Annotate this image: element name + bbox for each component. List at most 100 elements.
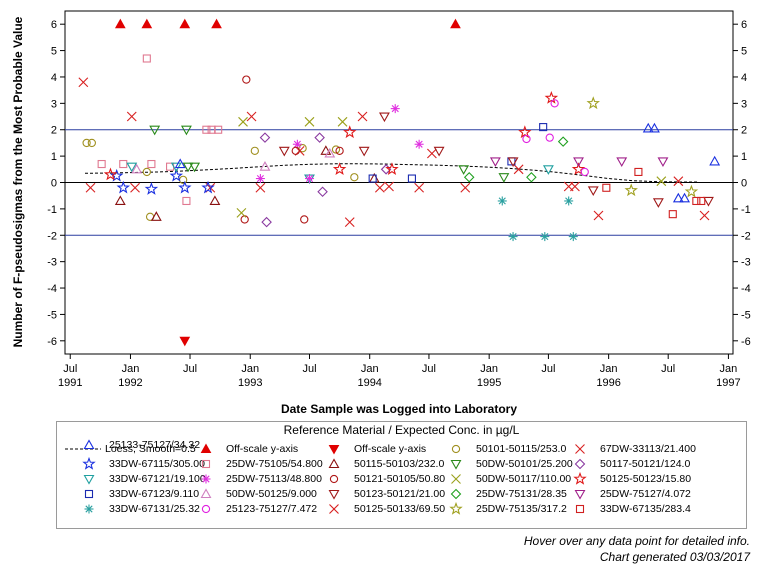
data-point[interactable] (463, 171, 475, 183)
data-point[interactable] (624, 183, 638, 197)
data-point[interactable] (508, 232, 518, 242)
data-point[interactable] (201, 180, 215, 194)
data-point[interactable] (385, 162, 399, 176)
data-point[interactable] (540, 232, 550, 242)
data-point[interactable] (518, 125, 532, 139)
data-point[interactable] (684, 184, 699, 198)
data-point[interactable] (679, 192, 691, 203)
data-point[interactable] (150, 211, 162, 221)
data-point[interactable] (255, 174, 265, 184)
data-point[interactable] (214, 125, 223, 134)
data-point[interactable] (179, 336, 191, 347)
data-point[interactable] (314, 132, 325, 143)
data-point[interactable] (259, 132, 271, 143)
data-point[interactable] (335, 146, 344, 155)
data-point[interactable] (331, 145, 341, 154)
data-point[interactable] (427, 148, 437, 159)
data-point[interactable] (384, 181, 394, 192)
data-point[interactable] (657, 157, 669, 168)
data-point[interactable] (544, 90, 559, 104)
data-point[interactable] (550, 99, 559, 108)
data-point[interactable] (202, 125, 211, 134)
data-point[interactable] (82, 138, 91, 148)
data-point[interactable] (460, 182, 471, 193)
data-point[interactable] (414, 182, 425, 193)
data-point[interactable] (539, 123, 548, 132)
data-point[interactable] (673, 176, 684, 187)
data-point[interactable] (317, 186, 328, 198)
data-point[interactable] (570, 181, 580, 192)
data-point[interactable] (573, 157, 584, 168)
data-point[interactable] (580, 167, 589, 177)
data-point[interactable] (240, 215, 249, 224)
data-point[interactable] (119, 159, 128, 169)
data-point[interactable] (116, 180, 130, 194)
data-point[interactable] (593, 210, 604, 221)
data-point[interactable] (672, 192, 684, 203)
data-point[interactable] (668, 210, 677, 219)
data-point[interactable] (586, 96, 600, 110)
data-point[interactable] (114, 18, 126, 29)
data-point[interactable] (699, 210, 710, 221)
data-point[interactable] (542, 165, 554, 175)
data-point[interactable] (571, 162, 586, 176)
data-point[interactable] (564, 196, 574, 206)
data-point[interactable] (709, 155, 721, 166)
data-point[interactable] (616, 157, 628, 168)
data-point[interactable] (169, 168, 184, 182)
data-point[interactable] (692, 196, 701, 206)
data-point[interactable] (378, 112, 390, 123)
data-point[interactable] (320, 145, 332, 155)
data-point[interactable] (522, 134, 531, 144)
data-point[interactable] (149, 125, 161, 136)
data-point[interactable] (433, 146, 445, 157)
data-point[interactable] (513, 164, 524, 175)
data-point[interactable] (587, 186, 599, 197)
data-point[interactable] (130, 182, 140, 193)
data-point[interactable] (189, 162, 201, 173)
data-point[interactable] (142, 54, 151, 63)
data-point[interactable] (178, 180, 192, 194)
data-point[interactable] (332, 162, 347, 176)
data-point[interactable] (182, 196, 191, 206)
data-point[interactable] (344, 217, 355, 227)
data-point[interactable] (458, 165, 470, 175)
data-point[interactable] (652, 198, 664, 208)
data-point[interactable] (414, 139, 424, 149)
data-point[interactable] (85, 182, 96, 193)
data-point[interactable] (703, 196, 714, 207)
data-point[interactable] (407, 174, 416, 183)
data-point[interactable] (97, 159, 106, 169)
data-point[interactable] (238, 116, 248, 127)
data-point[interactable] (304, 174, 314, 184)
data-point[interactable] (259, 161, 271, 171)
data-point[interactable] (126, 162, 138, 173)
data-point[interactable] (649, 122, 660, 133)
data-point[interactable] (87, 138, 96, 148)
data-point[interactable] (390, 104, 400, 114)
data-point[interactable] (507, 157, 519, 168)
data-point[interactable] (642, 122, 654, 133)
data-point[interactable] (141, 18, 153, 29)
data-point[interactable] (126, 111, 137, 122)
data-point[interactable] (182, 162, 194, 173)
data-point[interactable] (568, 232, 578, 242)
data-point[interactable] (602, 183, 611, 192)
data-point[interactable] (497, 196, 507, 206)
data-point[interactable] (357, 111, 368, 122)
data-point[interactable] (526, 171, 537, 183)
data-point[interactable] (147, 159, 156, 169)
data-point[interactable] (142, 167, 151, 177)
data-point[interactable] (656, 176, 667, 187)
data-point[interactable] (545, 133, 554, 142)
data-point[interactable] (246, 111, 257, 122)
data-point[interactable] (209, 195, 221, 206)
data-point[interactable] (278, 146, 290, 157)
data-point[interactable] (557, 136, 569, 147)
data-point[interactable] (634, 167, 643, 176)
data-point[interactable] (489, 157, 501, 168)
data-point[interactable] (350, 173, 359, 182)
data-point[interactable] (211, 18, 222, 29)
data-point[interactable] (242, 75, 251, 84)
data-point[interactable] (324, 147, 336, 158)
